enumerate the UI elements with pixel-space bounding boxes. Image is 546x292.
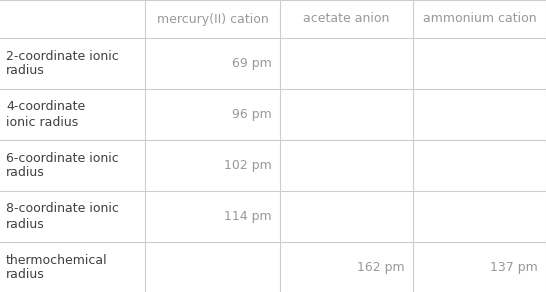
Text: 137 pm: 137 pm xyxy=(490,261,538,274)
Text: mercury(II) cation: mercury(II) cation xyxy=(157,13,269,25)
Text: 2-coordinate ionic
radius: 2-coordinate ionic radius xyxy=(6,50,118,77)
Text: acetate anion: acetate anion xyxy=(304,13,390,25)
Text: 96 pm: 96 pm xyxy=(232,108,272,121)
Text: 8-coordinate ionic
radius: 8-coordinate ionic radius xyxy=(6,202,119,230)
Text: 102 pm: 102 pm xyxy=(224,159,272,172)
Text: 162 pm: 162 pm xyxy=(358,261,405,274)
Text: ammonium cation: ammonium cation xyxy=(423,13,536,25)
Text: 69 pm: 69 pm xyxy=(232,57,272,70)
Text: 4-coordinate
ionic radius: 4-coordinate ionic radius xyxy=(6,100,85,128)
Text: 6-coordinate ionic
radius: 6-coordinate ionic radius xyxy=(6,152,118,180)
Text: thermochemical
radius: thermochemical radius xyxy=(6,253,108,281)
Text: 114 pm: 114 pm xyxy=(224,210,272,223)
